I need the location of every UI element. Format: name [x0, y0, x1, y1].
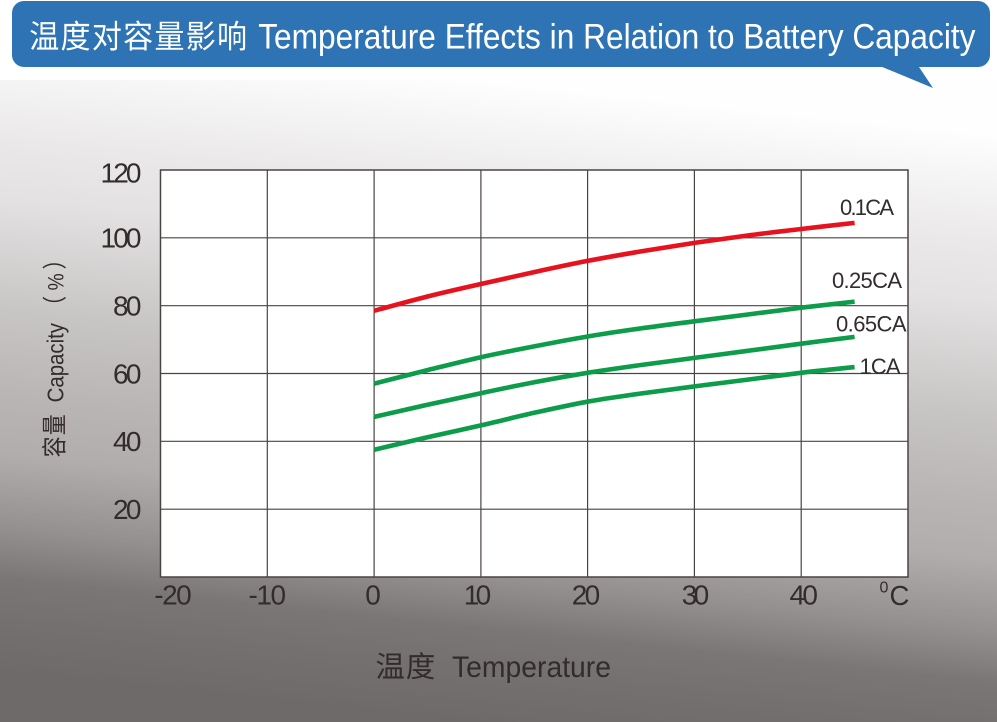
svg-text:Capacity: Capacity: [43, 323, 69, 403]
svg-text:-20: -20: [154, 579, 192, 610]
svg-text:Temperature Effects in Relatio: Temperature Effects in Relation to Batte…: [258, 16, 976, 56]
svg-text:0.65CA: 0.65CA: [836, 312, 907, 337]
svg-text:0: 0: [880, 580, 889, 597]
svg-text:10: 10: [464, 579, 492, 610]
svg-text:120: 120: [101, 158, 142, 189]
svg-text:40: 40: [789, 579, 818, 610]
svg-text:%: %: [44, 273, 69, 290]
svg-text:C: C: [890, 580, 910, 611]
svg-text:80: 80: [113, 291, 142, 322]
svg-text:40: 40: [113, 426, 142, 457]
svg-text:1CA: 1CA: [860, 354, 901, 379]
svg-text:Temperature: Temperature: [452, 651, 611, 684]
svg-text:30: 30: [682, 579, 710, 610]
svg-text:0.25CA: 0.25CA: [832, 268, 902, 293]
svg-text:100: 100: [101, 223, 142, 254]
svg-text:-10: -10: [249, 579, 287, 610]
svg-text:0: 0: [365, 579, 381, 610]
svg-text:20: 20: [572, 579, 601, 610]
svg-text:60: 60: [113, 358, 142, 389]
svg-text:0.1CA: 0.1CA: [840, 195, 894, 220]
svg-text:20: 20: [113, 494, 142, 525]
